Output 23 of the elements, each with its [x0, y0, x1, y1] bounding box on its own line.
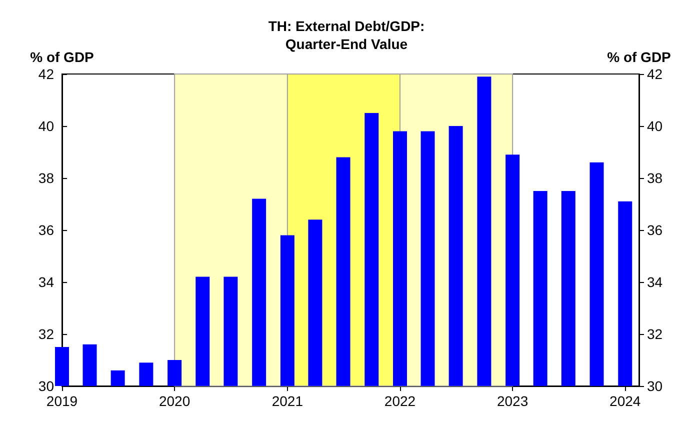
y2-tick-label: 36 [647, 222, 663, 238]
y2-tick-label: 40 [647, 118, 663, 134]
chart-title: TH: External Debt/GDP: Quarter-End Value [268, 18, 425, 52]
y-tick-label: 38 [38, 170, 54, 186]
y2-tick-label: 34 [647, 274, 663, 290]
y2-axis-title: % of GDP [607, 49, 671, 65]
x-tick-label: 2023 [496, 393, 528, 409]
y2-tick-label: 32 [647, 326, 663, 342]
y-axis-title: % of GDP [30, 49, 94, 65]
y2-tick-label: 30 [647, 378, 663, 394]
x-tick-label: 2020 [158, 393, 190, 409]
x-tick-label: 2024 [610, 393, 641, 409]
x-tick-label: 2021 [272, 393, 304, 409]
x-tick-label: 2019 [46, 393, 78, 409]
y-tick-label: 42 [38, 66, 54, 82]
y-tick-label: 32 [38, 326, 54, 342]
y-tick-label: 34 [38, 274, 54, 290]
y-tick-label: 40 [38, 118, 54, 134]
y2-tick-label: 38 [647, 170, 663, 186]
y2-tick-label: 42 [647, 66, 663, 82]
y-tick-label: 30 [38, 378, 54, 394]
y-tick-label: 36 [38, 222, 54, 238]
x-tick-label: 2022 [384, 393, 416, 409]
